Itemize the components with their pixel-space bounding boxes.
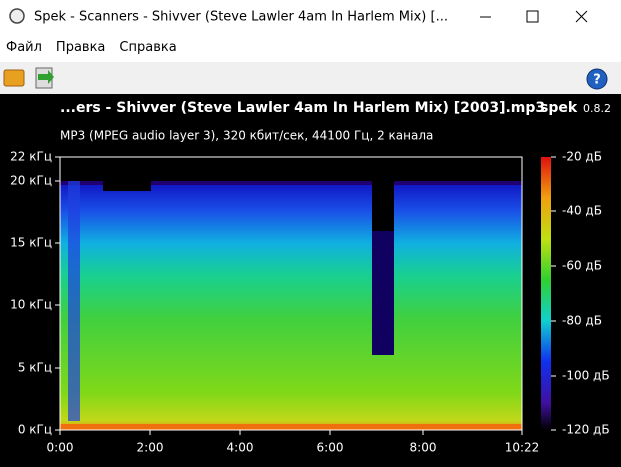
freq-label: 22 кГц <box>10 150 52 164</box>
menu-bar <box>0 32 621 62</box>
save-arrow <box>38 70 54 84</box>
spectrogram-gap <box>103 181 151 191</box>
color-bar <box>541 157 551 430</box>
freq-label: 0 кГц <box>18 423 52 437</box>
spectrogram-top <box>60 181 522 185</box>
time-label: 4:00 <box>227 441 254 455</box>
level-label: -120 дБ <box>562 423 610 437</box>
freq-label: 15 кГц <box>10 236 52 250</box>
time-label: 8:00 <box>410 441 437 455</box>
level-label: -40 дБ <box>562 204 602 218</box>
time-label: 6:00 <box>317 441 344 455</box>
menu-item[interactable]: Файл <box>6 40 42 55</box>
file-info: MP3 (MPEG audio layer 3), 320 кбит/сек, … <box>60 129 433 143</box>
close-button[interactable] <box>575 10 588 23</box>
level-label: -100 дБ <box>562 369 610 383</box>
time-label: 10:22 <box>505 441 540 455</box>
level-label: -60 дБ <box>562 259 602 273</box>
time-label: 2:00 <box>137 441 164 455</box>
freq-label: 10 кГц <box>10 298 52 312</box>
toolbar <box>0 62 621 94</box>
app-version: 0.8.2 <box>583 102 611 115</box>
app-name: spek <box>540 100 578 116</box>
file-name: ...ers - Shivver (Steve Lawler 4am In Ha… <box>60 100 545 116</box>
help-icon: ? <box>593 73 601 88</box>
menu-item[interactable]: Справка <box>119 40 177 55</box>
app-icon <box>9 8 25 24</box>
maximize-button[interactable] <box>526 10 539 23</box>
title-bar <box>0 0 621 32</box>
menu-item[interactable]: Правка <box>55 40 106 55</box>
freq-label: 5 кГц <box>18 361 52 375</box>
freq-label: 20 кГц <box>10 174 52 188</box>
menu-items: Файл Правка Справка <box>6 40 177 55</box>
spectrogram-band <box>68 181 80 421</box>
open-button[interactable] <box>3 69 25 87</box>
window-title: Spek - Scanners - Shivver (Steve Lawler … <box>34 10 448 25</box>
spectrogram <box>60 181 522 430</box>
plot-frame <box>59 156 523 431</box>
spectrogram-low <box>60 424 522 430</box>
level-label: -80 дБ <box>562 314 602 328</box>
help-button[interactable] <box>586 68 608 90</box>
level-label: -20 дБ <box>562 150 602 164</box>
spectrogram-dip-top <box>372 181 394 231</box>
time-label: 0:00 <box>47 441 74 455</box>
